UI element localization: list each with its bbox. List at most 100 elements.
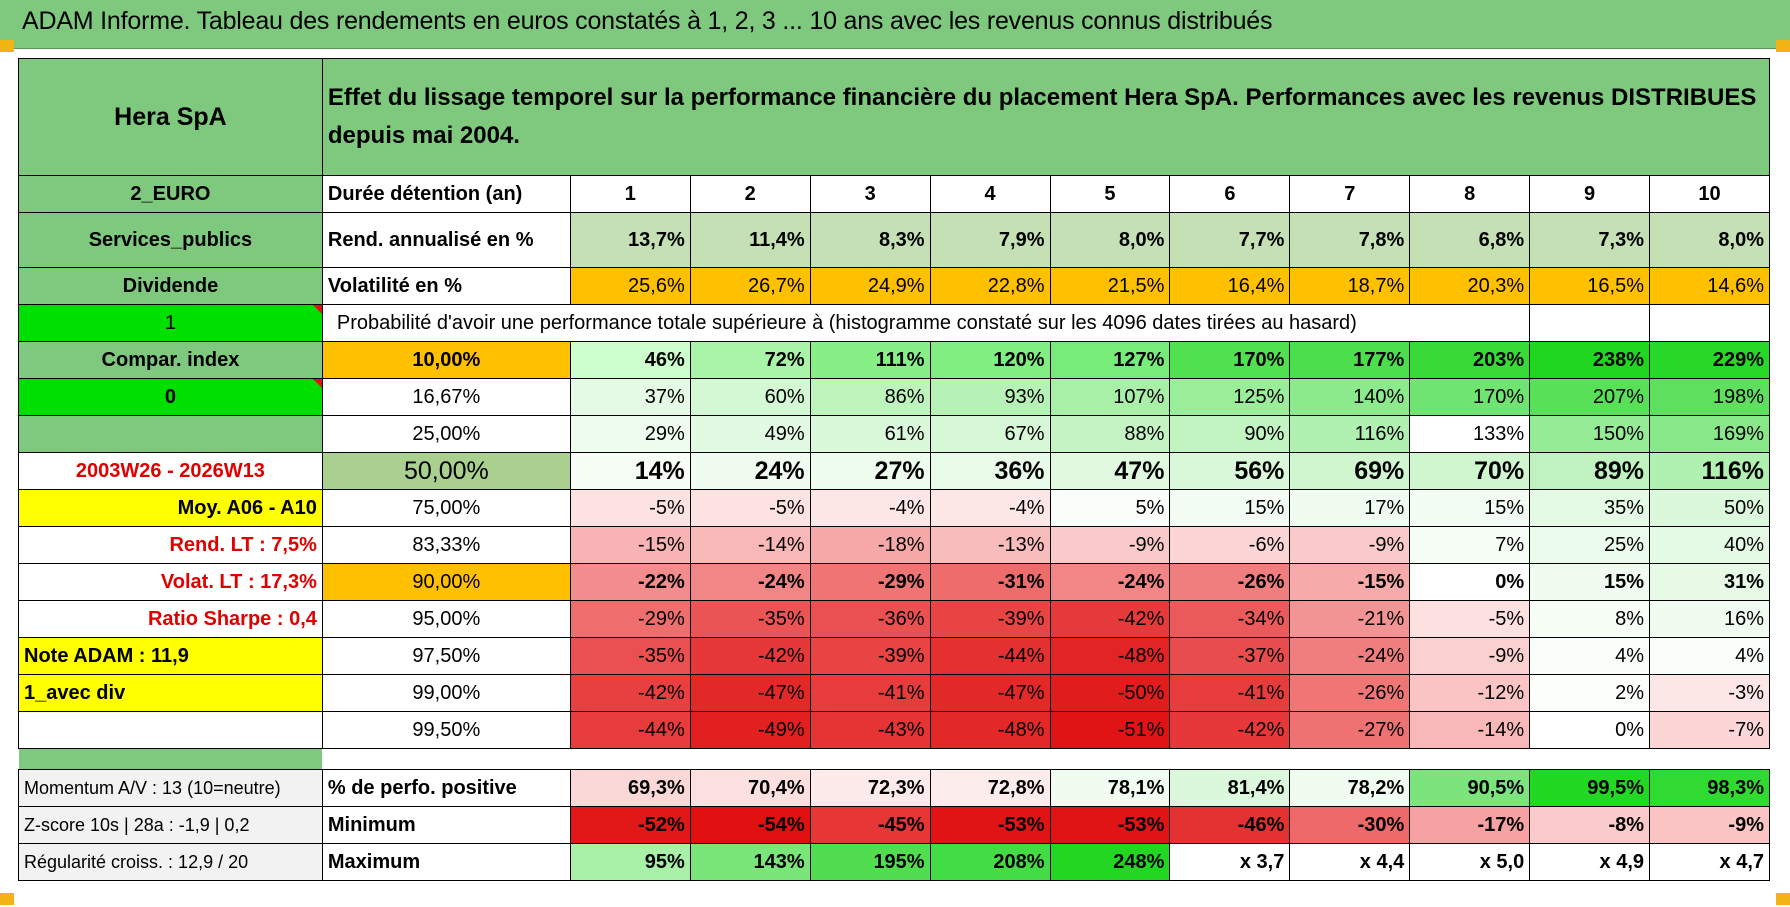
prob-cell: -35%: [569, 637, 691, 675]
prob-cell: -15%: [1289, 563, 1411, 601]
min-cell: -17%: [1409, 806, 1531, 844]
currency-label: 2_EURO: [18, 175, 323, 213]
min-row: Z-score 10s | 28a : -1,9 | 0,2 Minimum -…: [18, 806, 1770, 844]
prob-row: 2003W26 - 2026W13 50,00% 14% 24% 27% 36%…: [18, 452, 1770, 490]
prob-cell: -42%: [569, 674, 691, 712]
max-row: Régularité croiss. : 12,9 / 20 Maximum 9…: [18, 843, 1770, 881]
vol-cell: 16,5%: [1529, 267, 1651, 305]
max-cell: 95%: [569, 843, 691, 881]
rend-label: Rend. annualisé en %: [321, 212, 571, 268]
prob-row: Ratio Sharpe : 0,4 95,00% -29% -35% -36%…: [18, 600, 1770, 638]
prob-cell: -24%: [689, 563, 811, 601]
rend-row: Services_publics Rend. annualisé en % 13…: [18, 212, 1770, 268]
max-cell: x 4,7: [1649, 843, 1770, 881]
prob-cell: 7%: [1409, 526, 1531, 564]
corner-marker-bottom-right: [1776, 893, 1790, 905]
blank-label: [18, 711, 323, 749]
pos-cell: 81,4%: [1169, 769, 1291, 807]
prob-cell: 56%: [1169, 452, 1291, 490]
prob-cell: -5%: [689, 489, 811, 527]
prob-cell: -9%: [1049, 526, 1171, 564]
corner-marker-left: [0, 40, 14, 52]
zscore-label: Z-score 10s | 28a : -1,9 | 0,2: [18, 806, 323, 844]
prob-cell: -42%: [689, 637, 811, 675]
prob-cell: -6%: [1169, 526, 1291, 564]
banner-title: ADAM Informe. Tableau des rendements en …: [22, 7, 1273, 35]
prob-cell: 17%: [1289, 489, 1411, 527]
prob-cell: 60%: [689, 378, 811, 416]
min-label: Minimum: [321, 806, 571, 844]
prob-cell: -48%: [1049, 637, 1171, 675]
prob-level: 83,33%: [321, 526, 571, 564]
min-cell: -8%: [1529, 806, 1651, 844]
rend-cell: 13,7%: [569, 212, 691, 268]
regularite-label: Régularité croiss. : 12,9 / 20: [18, 843, 323, 881]
prob-row: 99,50% -44% -49% -43% -48% -51% -42% -27…: [18, 711, 1770, 749]
prob-cell: -21%: [1289, 600, 1411, 638]
years-row: 2_EURO Durée détention (an) 1 2 3 4 5 6 …: [18, 175, 1770, 213]
prob-cell: 116%: [1289, 415, 1411, 453]
spacer-row: [18, 748, 1770, 770]
vol-label: Volatilité en %: [321, 267, 571, 305]
prob-level: 50,00%: [321, 452, 571, 490]
probability-caption: Probabilité d'avoir une performance tota…: [321, 304, 1531, 342]
prob-cell: -18%: [809, 526, 931, 564]
prob-cell: 133%: [1409, 415, 1531, 453]
prob-cell: 203%: [1409, 341, 1531, 379]
prob-cell: -47%: [689, 674, 811, 712]
prob-level: 99,00%: [321, 674, 571, 712]
min-cell: -46%: [1169, 806, 1291, 844]
prob-cell: -14%: [1409, 711, 1531, 749]
vol-cell: 16,4%: [1169, 267, 1291, 305]
rend-cell: 7,3%: [1529, 212, 1651, 268]
prob-cell: -41%: [809, 674, 931, 712]
prob-cell: -14%: [689, 526, 811, 564]
prob-cell: 86%: [809, 378, 931, 416]
prob-level: 16,67%: [321, 378, 571, 416]
prob-cell: 198%: [1649, 378, 1770, 416]
year-header: 3: [809, 175, 931, 213]
prob-level: 90,00%: [321, 563, 571, 601]
prob-cell: 35%: [1529, 489, 1651, 527]
prob-level: 99,50%: [321, 711, 571, 749]
corner-marker-bottom-left: [0, 893, 14, 905]
prob-cell: 127%: [1049, 341, 1171, 379]
rend-cell: 7,7%: [1169, 212, 1291, 268]
year-header: 5: [1049, 175, 1171, 213]
table-title: Effet du lissage temporel sur la perform…: [321, 58, 1771, 176]
pos-cell: 72,3%: [809, 769, 931, 807]
max-cell: 248%: [1049, 843, 1171, 881]
vol-cell: 14,6%: [1649, 267, 1770, 305]
prob-cell: -12%: [1409, 674, 1531, 712]
prob-cell: 49%: [689, 415, 811, 453]
prob-cell: -9%: [1409, 637, 1531, 675]
vol-cell: 21,5%: [1049, 267, 1171, 305]
report-banner: ADAM Informe. Tableau des rendements en …: [0, 0, 1790, 49]
prob-row: Moy. A06 - A10 75,00% -5% -5% -4% -4% 5%…: [18, 489, 1770, 527]
prob-cell: -34%: [1169, 600, 1291, 638]
prob-cell: -39%: [929, 600, 1051, 638]
rend-cell: 11,4%: [689, 212, 811, 268]
prob-cell: -47%: [929, 674, 1051, 712]
prob-cell: 120%: [929, 341, 1051, 379]
year-header: 9: [1529, 175, 1651, 213]
prob-cell: 238%: [1529, 341, 1651, 379]
max-cell: x 4,4: [1289, 843, 1411, 881]
empty-cell: [1529, 304, 1651, 342]
pos-cell: 98,3%: [1649, 769, 1770, 807]
prob-cell: -44%: [569, 711, 691, 749]
rend-cell: 7,9%: [929, 212, 1051, 268]
spacer-blank: [322, 749, 1769, 770]
prob-cell: 88%: [1049, 415, 1171, 453]
prob-cell: 93%: [929, 378, 1051, 416]
prob-cell: 36%: [929, 452, 1051, 490]
empty-cell: [1649, 304, 1770, 342]
prob-row: Note ADAM : 11,9 97,50% -35% -42% -39% -…: [18, 637, 1770, 675]
prob-cell: 4%: [1529, 637, 1651, 675]
prob-level: 25,00%: [321, 415, 571, 453]
prob-cell: -39%: [809, 637, 931, 675]
prob-cell: 89%: [1529, 452, 1651, 490]
prob-cell: 5%: [1049, 489, 1171, 527]
min-cell: -9%: [1649, 806, 1770, 844]
prob-cell: 46%: [569, 341, 691, 379]
